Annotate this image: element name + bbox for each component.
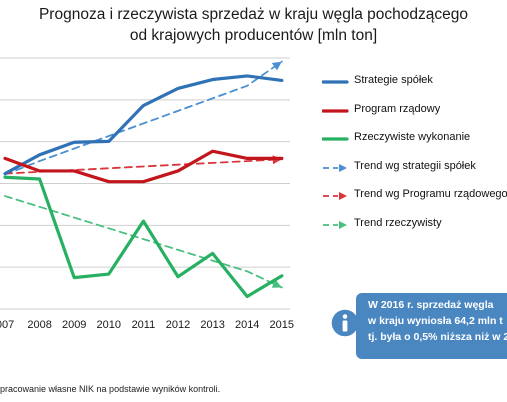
series-line (3, 149, 284, 184)
legend-swatch (322, 137, 349, 141)
legend-swatch (323, 220, 347, 229)
legend-label: Trend wg strategii spółek (354, 159, 476, 172)
chart-grid (0, 57, 290, 310)
x-tick-label: 2009 (62, 319, 86, 331)
series-line (4, 195, 283, 289)
info-note-line-1: W 2016 r. sprzedaż węgla (368, 299, 494, 311)
source-note: pracowanie własne NIK na podstawie wynik… (0, 384, 221, 394)
legend-swatch (322, 108, 349, 113)
trend-arrowhead (271, 279, 282, 288)
x-tick-label: 2015 (270, 319, 294, 331)
x-tick-label: 2008 (27, 319, 51, 331)
chart-title: Prognoza i rzeczywista sprzedaż w kraju … (0, 4, 507, 46)
chart-series (3, 60, 284, 299)
info-note-line-2: w kraju wyniosła 64,2 mln t (368, 315, 503, 327)
legend-swatch-arrow (339, 192, 347, 200)
x-tick-label: 2010 (97, 319, 121, 331)
legend-item: Program rządowy (322, 103, 507, 119)
chart-title-line-1: Prognoza i rzeczywista sprzedaż w kraju … (38, 6, 469, 23)
info-note-box: W 2016 r. sprzedaż węgla w kraju wyniosł… (356, 293, 507, 359)
legend-swatch-arrow (339, 220, 347, 229)
legend-item: Trend wg Programu rządowego (322, 188, 507, 204)
legend-swatch (323, 192, 347, 200)
x-tick-label: 2012 (166, 319, 190, 331)
x-tick-label: 2014 (235, 319, 259, 331)
info-note-line-3: tj. była o 0,5% niższa niż w 2 (368, 331, 507, 343)
legend-item: Trend wg strategii spółek (322, 160, 507, 176)
trend-arrowhead (271, 61, 282, 71)
series-line (3, 175, 284, 299)
legend-label: Trend wg Programu rządowego (354, 188, 507, 200)
legend-label: Rzeczywiste wykonanie (354, 131, 471, 143)
legend-swatch (322, 80, 349, 84)
legend-swatch (323, 163, 347, 172)
x-tick-label: 2013 (200, 319, 224, 331)
legend-label: Trend rzeczywisty (354, 216, 442, 229)
chart-title-line-2: od krajowych producentów [mln ton] (129, 27, 378, 44)
legend-swatch-arrow (339, 163, 347, 172)
series-line (4, 60, 283, 176)
x-tick-label: 2011 (132, 319, 156, 331)
legend-item: Strategie spółek (322, 74, 507, 90)
legend-item: Rzeczywiste wykonanie (322, 131, 507, 147)
info-note-text: W 2016 r. sprzedaż węgla w kraju wyniosł… (368, 297, 507, 345)
series-line (3, 74, 284, 176)
x-tick-label: 007 (0, 319, 14, 331)
legend-label: Strategie spółek (354, 74, 433, 86)
legend-item: Trend rzeczywisty (322, 217, 507, 233)
legend-label: Program rządowy (354, 102, 441, 115)
series-line (4, 158, 283, 175)
x-axis-ticks: 007 2008 2009 2010 2011 2012 2013 2014 2015 (0, 319, 294, 331)
